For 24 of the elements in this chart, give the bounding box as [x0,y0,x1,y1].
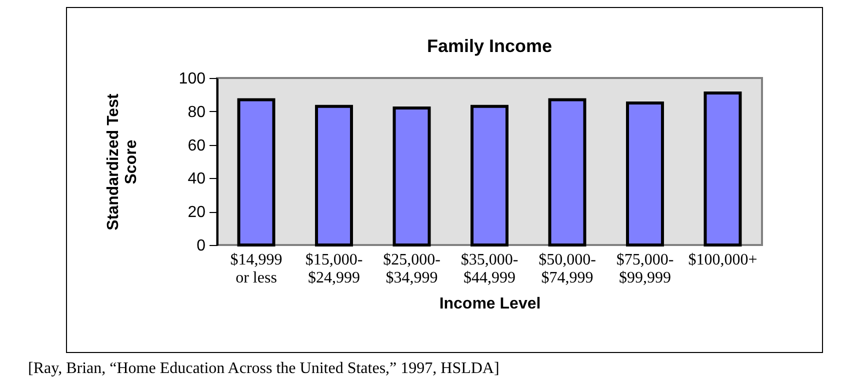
y-tick-label: 40 [188,170,206,188]
x-axis-title: Income Level [439,296,541,312]
y-tick-label: 20 [188,204,206,222]
x-tick-label: $75,000-$99,999 [616,252,674,286]
x-tick-label: $15,000-$24,999 [305,252,363,286]
bar [392,106,431,246]
bar [548,98,586,246]
x-tick-label: $25,000-$34,999 [383,252,440,286]
chart-title: Family Income [426,36,552,56]
y-axis-title: Standardized Test Score [104,93,140,230]
bar [315,104,353,246]
bar [237,98,276,246]
bar [470,104,508,246]
x-tick-label: $14,999 or less [230,252,282,286]
y-tick-label: 80 [188,104,206,121]
y-tick-label: 60 [188,137,206,154]
x-tick-label: $100,000+ [688,252,758,268]
y-tick-label: 0 [196,238,206,254]
x-tick-label: $35,000-$44,999 [460,252,518,286]
y-tick-label: 100 [178,70,206,88]
text: [Ray, Brian, “Home Education Across the United States,” 1997, HSLDA] [28,360,500,378]
bar [626,102,664,246]
x-tick-label: $50,000-$74,999 [538,252,596,286]
bar [704,92,742,246]
